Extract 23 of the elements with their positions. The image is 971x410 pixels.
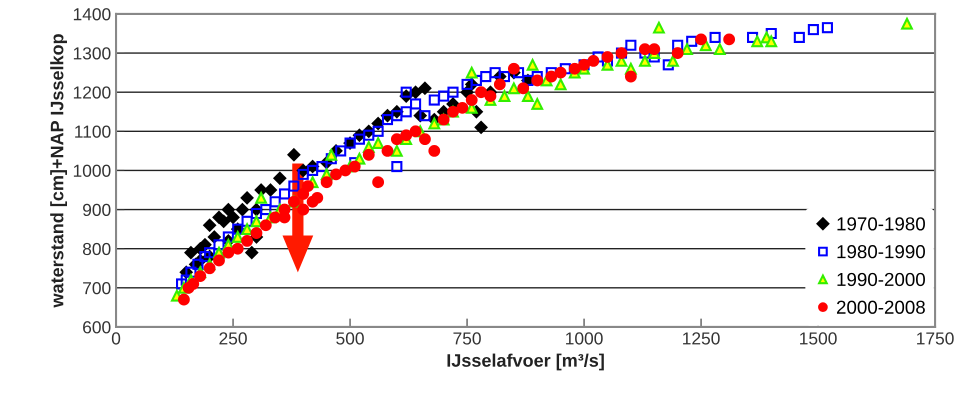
- y-tick-label: 700: [83, 282, 110, 294]
- y-tick-label: 1300: [74, 47, 110, 60]
- x-tick-label: 1750: [917, 332, 954, 345]
- y-tick-label: 600: [83, 321, 110, 334]
- x-tick-label: 250: [219, 332, 247, 345]
- y-tick-label: 900: [83, 204, 110, 216]
- legend-label: 2000-2008: [836, 300, 925, 314]
- y-tick-label: 1400: [74, 8, 110, 20]
- y-axis-title: waterstand [cm]+NAP IJsselkop: [50, 34, 67, 308]
- legend-label: 1990-2000: [837, 272, 925, 286]
- x-tick-label: 0: [112, 332, 120, 345]
- x-tick-label: 1250: [683, 332, 720, 345]
- y-tick-label: 800: [82, 242, 110, 256]
- x-axis-title: IJsselafvoer [m³/s]: [447, 354, 604, 370]
- x-tick-label: 500: [336, 332, 364, 345]
- x-tick-label: 750: [453, 332, 481, 345]
- y-tick-label: 1100: [75, 125, 110, 138]
- x-tick-label: 1500: [800, 332, 837, 345]
- y-tick-label: 1000: [74, 164, 110, 177]
- legend-label: 1970-1980: [837, 217, 925, 231]
- legend-label: 1980-1990: [837, 245, 925, 258]
- y-tick-label: 1200: [74, 86, 110, 99]
- x-tick-label: 1000: [566, 332, 603, 345]
